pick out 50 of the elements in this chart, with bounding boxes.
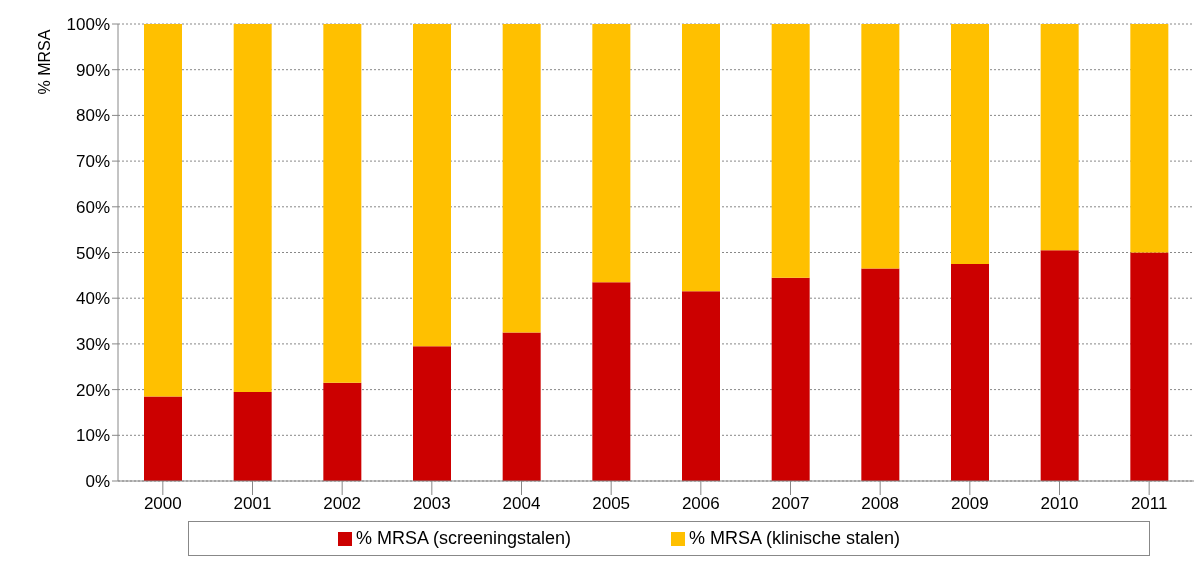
x-tick-label: 2007 [771, 494, 810, 514]
y-tick-label: 10% [75, 426, 110, 446]
bar [502, 24, 541, 333]
y-tick-label: 30% [75, 334, 110, 354]
bar [413, 24, 451, 347]
bar [861, 268, 900, 481]
y-tick-label: 90% [75, 60, 110, 80]
x-tick-label: 2003 [412, 494, 451, 514]
bar [682, 24, 720, 292]
x-tick-label: 2010 [1040, 494, 1079, 514]
y-tick-label: 70% [75, 152, 110, 172]
x-tick-label: 2005 [592, 494, 631, 514]
bar [233, 24, 272, 392]
y-tick-label: 100% [66, 15, 110, 35]
y-tick-label: 0% [85, 472, 110, 492]
bar [233, 391, 272, 481]
x-tick-label: 2009 [950, 494, 989, 514]
bar [1040, 24, 1079, 251]
bar [861, 24, 900, 269]
bar [1040, 250, 1079, 481]
legend-label: % MRSA (klinische stalen) [689, 528, 901, 548]
bar [502, 332, 541, 481]
bar [1130, 24, 1169, 253]
legend-label: % MRSA (screeningstalen) [355, 528, 571, 548]
bar [592, 282, 631, 481]
y-tick-label: 40% [75, 289, 110, 309]
x-tick-label: 2008 [861, 494, 900, 514]
bar [771, 277, 810, 481]
x-tick-label: 2002 [323, 494, 362, 514]
y-tick-label: 50% [75, 243, 110, 263]
x-tick-label: 2000 [143, 494, 182, 514]
bar [413, 346, 451, 481]
bar [323, 382, 362, 481]
bar [771, 24, 810, 278]
y-tick-label: 20% [75, 380, 110, 400]
x-tick-label: 2011 [1130, 494, 1168, 514]
bar [144, 24, 182, 397]
x-tick-label: 2004 [502, 494, 541, 514]
x-tick-label: 2001 [233, 494, 272, 514]
y-tick-label: 80% [75, 106, 110, 126]
bar [682, 291, 720, 481]
bar [951, 263, 989, 481]
y-axis-title: % MRSA [36, 29, 53, 95]
bar [1130, 252, 1169, 481]
bar [323, 24, 362, 383]
y-tick-label: 60% [75, 197, 110, 217]
x-tick-label: 2006 [681, 494, 720, 514]
bar [951, 24, 989, 264]
bar [592, 24, 631, 283]
bar [144, 396, 182, 481]
